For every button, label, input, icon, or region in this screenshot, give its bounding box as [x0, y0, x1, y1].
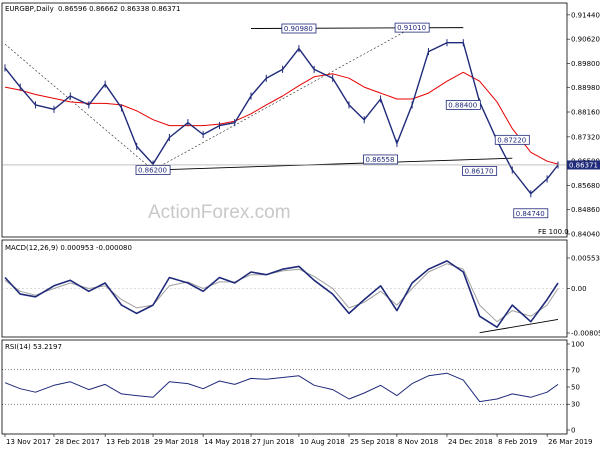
macd-y-tick-label: 0.005534 — [571, 255, 600, 263]
x-tick-label: 28 Dec 2017 — [55, 438, 100, 446]
level-box-label: 0.86170 — [465, 168, 494, 176]
price-y-tick-label: 0.84860 — [571, 206, 600, 214]
price-y-tick-label: 0.88160 — [571, 109, 600, 117]
price-level-labels: 0.90980 0.91010 0.88400 0.87220 0.86558 0.861… — [135, 22, 549, 219]
rsi-y-tick-label: 30 — [571, 401, 580, 409]
macd-axis: 0.005534 0.00 -0.008050 — [2, 255, 600, 338]
price-trendline-3 — [153, 157, 513, 171]
x-tick-label: 14 May 2018 — [204, 438, 250, 446]
price-y-tick-label: 0.87320 — [571, 133, 600, 141]
x-tick-label: 8 Nov 2018 — [398, 438, 438, 446]
macd-series-group — [4, 260, 559, 334]
x-tick-label: 26 Mar 2019 — [548, 438, 592, 446]
level-box: 0.90980 — [281, 23, 317, 34]
level-box: 0.88400 — [445, 99, 481, 110]
level-box-label: 0.88400 — [448, 101, 477, 109]
price-series-group — [4, 39, 559, 198]
level-box: 0.86170 — [462, 166, 498, 176]
macd-label: MACD(12,26,9) 0.000953 -0.000080 — [5, 244, 132, 252]
level-box-frame — [513, 208, 549, 219]
level-box-label: 0.87220 — [497, 136, 526, 144]
rsi-axis: 100 70 50 30 0 — [2, 341, 584, 435]
rsi-series-group — [4, 372, 559, 403]
price-trendlines — [4, 27, 513, 171]
current-price-label: 0.86371 — [569, 161, 598, 169]
level-box-label: 0.86558 — [366, 156, 395, 164]
ohlc-values: 0.86596 0.86662 0.86338 0.86371 — [58, 5, 180, 13]
level-box-frame — [135, 165, 171, 175]
macd-y-tick-label: 0.00 — [571, 285, 587, 293]
current-price-box — [567, 160, 600, 170]
rsi-y-tick-label: 50 — [571, 384, 580, 392]
level-box: 0.86558 — [363, 154, 399, 165]
price-y-tick-label: 0.88980 — [571, 84, 600, 92]
price-axis: 0.91440 0.90620 0.89800 0.88980 0.88160 0.873… — [567, 11, 600, 239]
rsi-panel-frame — [1, 339, 568, 435]
x-tick-label: 13 Feb 2018 — [106, 438, 150, 446]
fe-label: FE 100.0 — [538, 228, 569, 236]
x-axis: 13 Nov 2017 28 Dec 2017 13 Feb 2018 29 Mar … — [4, 434, 593, 446]
symbol-label: EURGBP,Daily — [5, 5, 54, 13]
macd-line — [4, 260, 559, 329]
price-y-tick-label: 0.84040 — [571, 231, 600, 239]
level-box-frame — [363, 154, 399, 165]
rsi-label: RSI(14) 53.2197 — [5, 343, 62, 351]
x-tick-label: 13 Nov 2017 — [6, 438, 51, 446]
level-box-frame — [394, 22, 430, 33]
level-box-label: 0.84740 — [516, 210, 545, 218]
x-tick-label: 27 Jun 2018 — [252, 438, 294, 446]
price-y-tick-label: 0.90620 — [571, 36, 600, 44]
macd-y-tick-label: -0.008050 — [571, 330, 600, 338]
x-tick-label: 29 Mar 2018 — [154, 438, 198, 446]
price-panel-frame — [1, 2, 568, 238]
current-price-marker: 0.86371 — [2, 160, 600, 170]
price-trendline-2 — [152, 27, 413, 171]
macd-trendline — [479, 319, 559, 334]
level-box-frame — [462, 166, 498, 176]
price-y-tick-label: 0.89800 — [571, 60, 600, 68]
level-box-label: 0.90980 — [284, 25, 313, 33]
level-box: 0.86200 — [135, 165, 171, 175]
rsi-y-tick-label: 100 — [571, 341, 584, 349]
level-box: 0.84740 — [513, 208, 549, 219]
level-box: 0.87220 — [494, 134, 530, 145]
level-box-frame — [445, 99, 481, 110]
level-box-label: 0.86200 — [138, 167, 167, 175]
price-y-tick-label: 0.85680 — [571, 182, 600, 190]
watermark: ActionForex.com — [148, 202, 291, 223]
macd-signal-line — [4, 263, 559, 323]
price-trendline-1 — [4, 43, 154, 171]
level-box-label: 0.91010 — [397, 24, 426, 32]
moving-average-line — [4, 71, 559, 165]
level-box-frame — [494, 134, 530, 145]
level-box-frame — [281, 23, 317, 34]
rsi-y-tick-label: 70 — [571, 366, 580, 374]
level-box: 0.91010 — [394, 22, 430, 33]
x-tick-label: 10 Aug 2018 — [300, 438, 345, 446]
x-tick-label: 8 Feb 2019 — [498, 438, 537, 446]
x-tick-label: 25 Sep 2018 — [350, 438, 394, 446]
price-y-tick-label: 0.91440 — [571, 11, 600, 19]
x-tick-label: 24 Dec 2018 — [448, 438, 493, 446]
rsi-line — [4, 372, 559, 403]
rsi-y-tick-label: 0 — [571, 427, 575, 435]
